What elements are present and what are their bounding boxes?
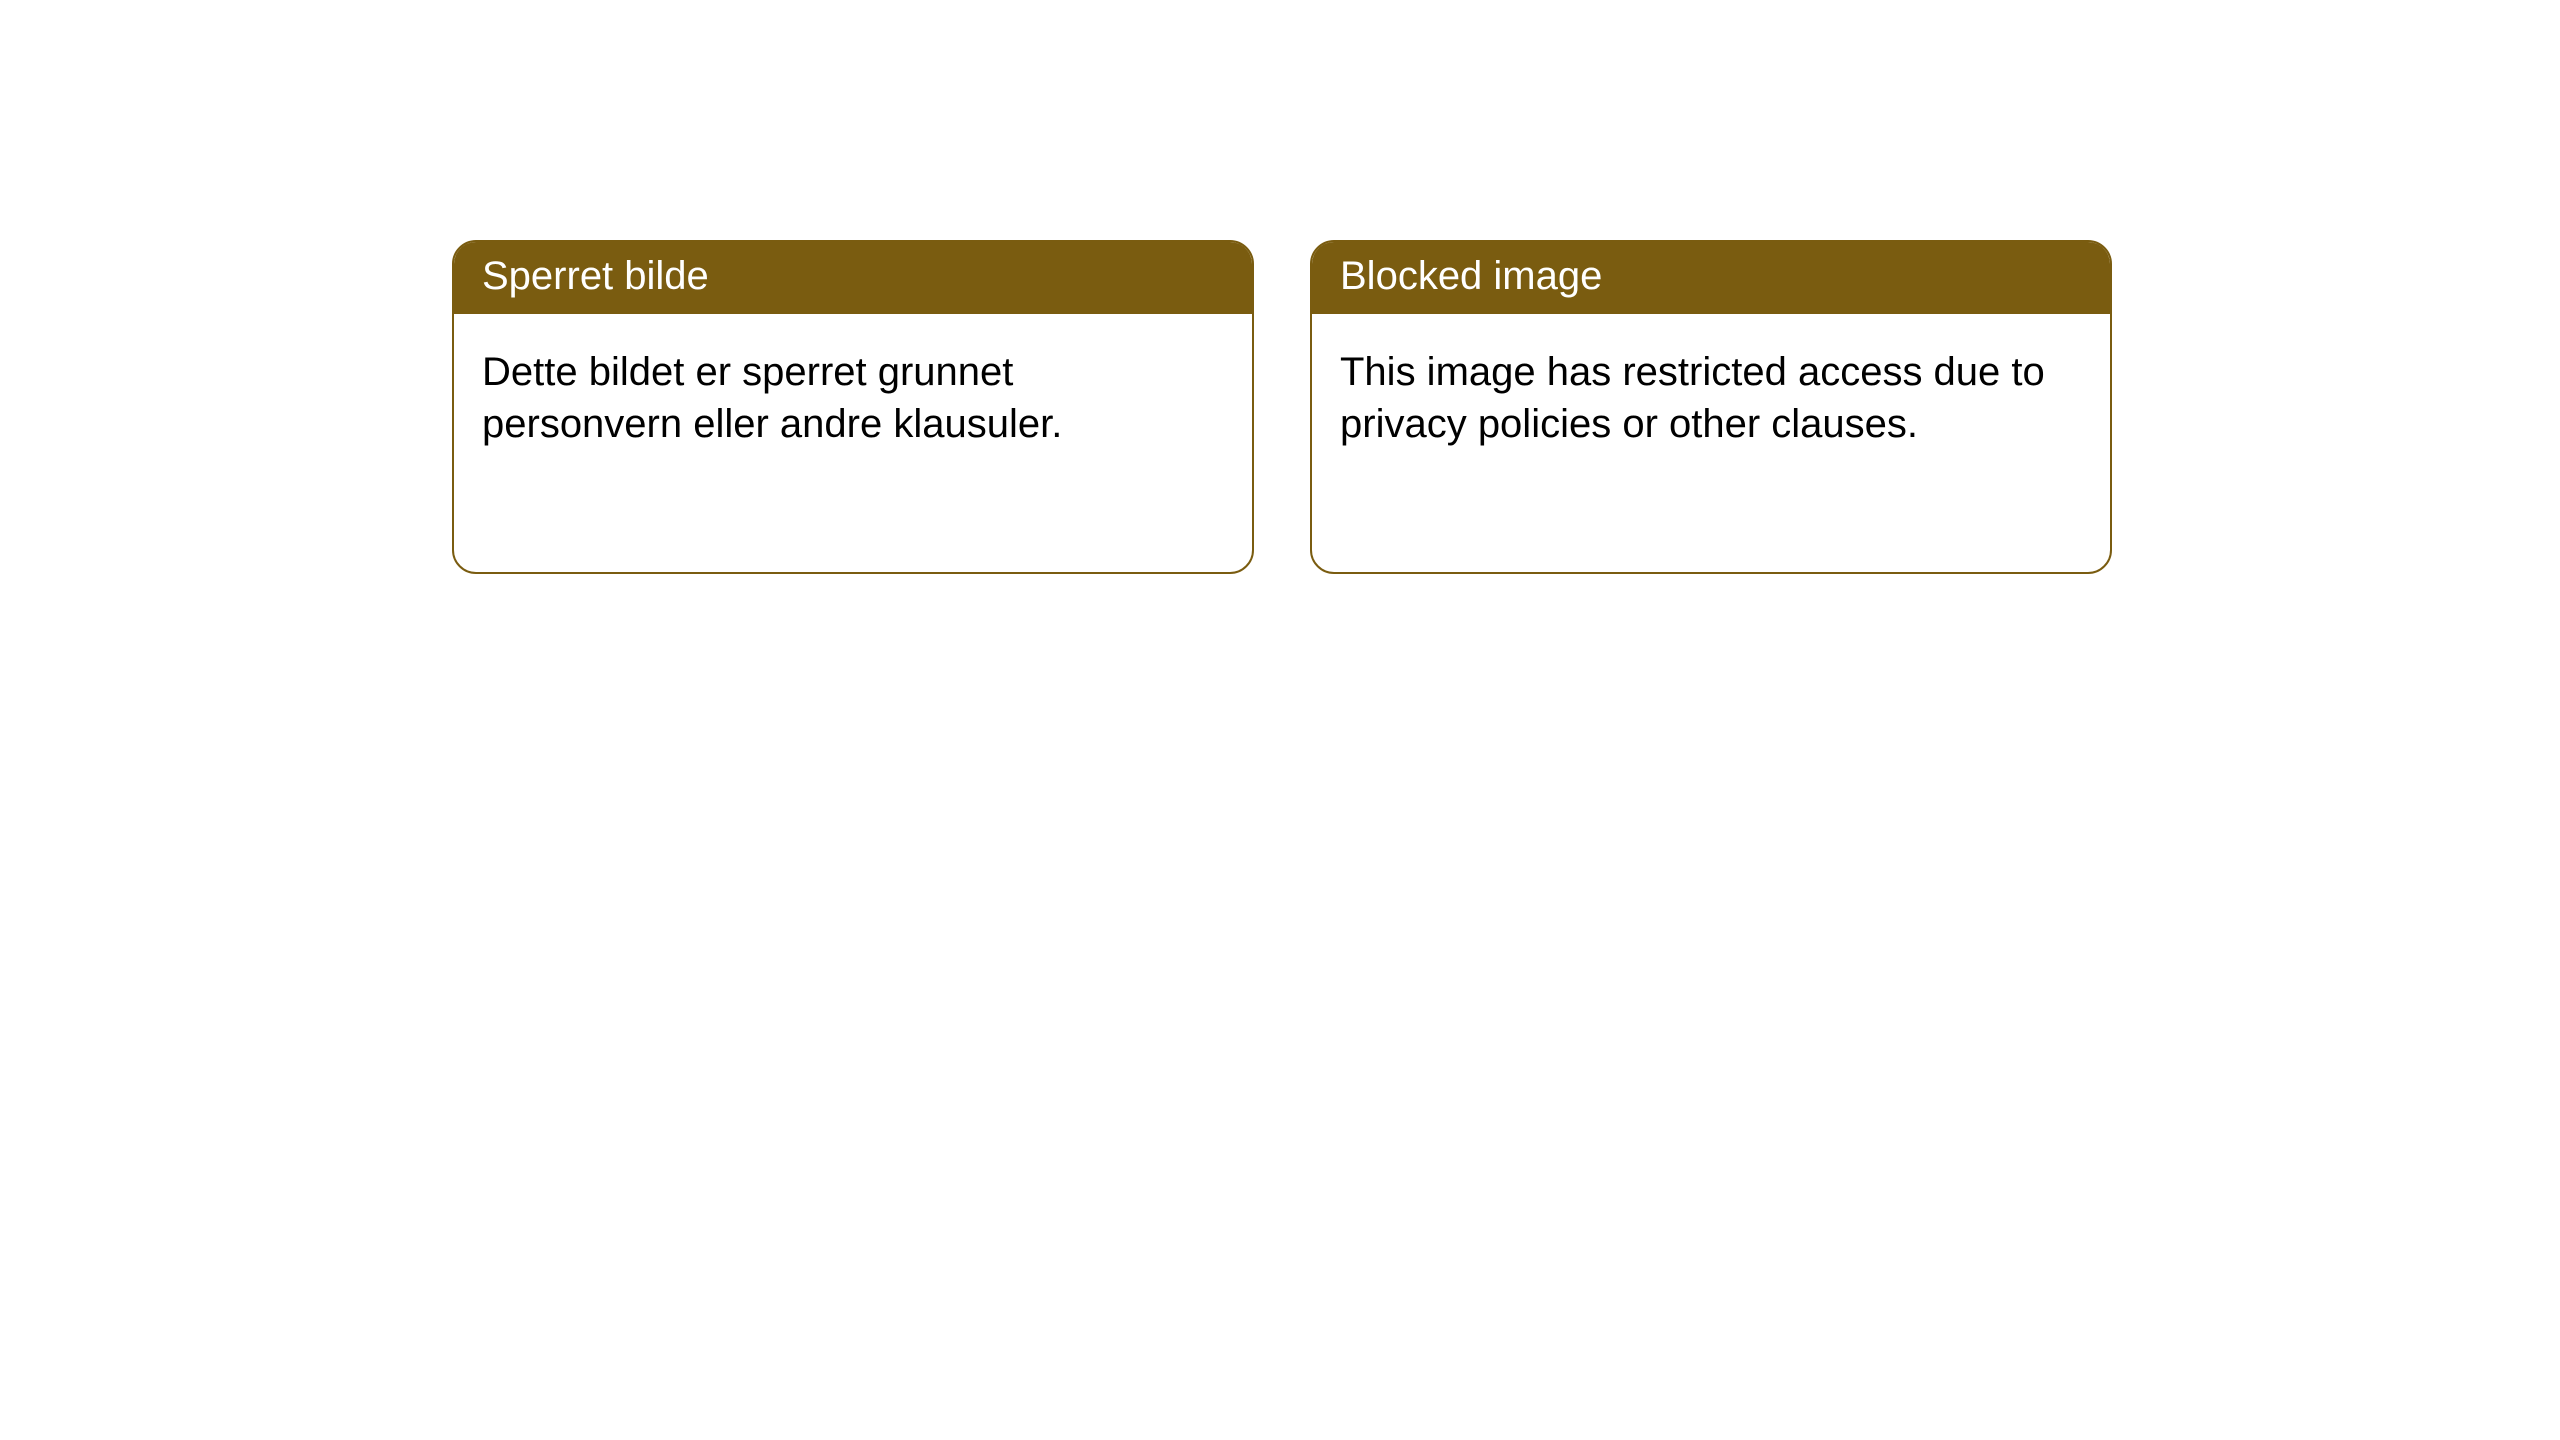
notice-title: Blocked image: [1312, 242, 2110, 314]
notice-body: This image has restricted access due to …: [1312, 314, 2110, 482]
notice-card-english: Blocked image This image has restricted …: [1310, 240, 2112, 574]
notice-title: Sperret bilde: [454, 242, 1252, 314]
notice-body: Dette bildet er sperret grunnet personve…: [454, 314, 1252, 482]
notice-container: Sperret bilde Dette bildet er sperret gr…: [0, 0, 2560, 574]
notice-card-norwegian: Sperret bilde Dette bildet er sperret gr…: [452, 240, 1254, 574]
